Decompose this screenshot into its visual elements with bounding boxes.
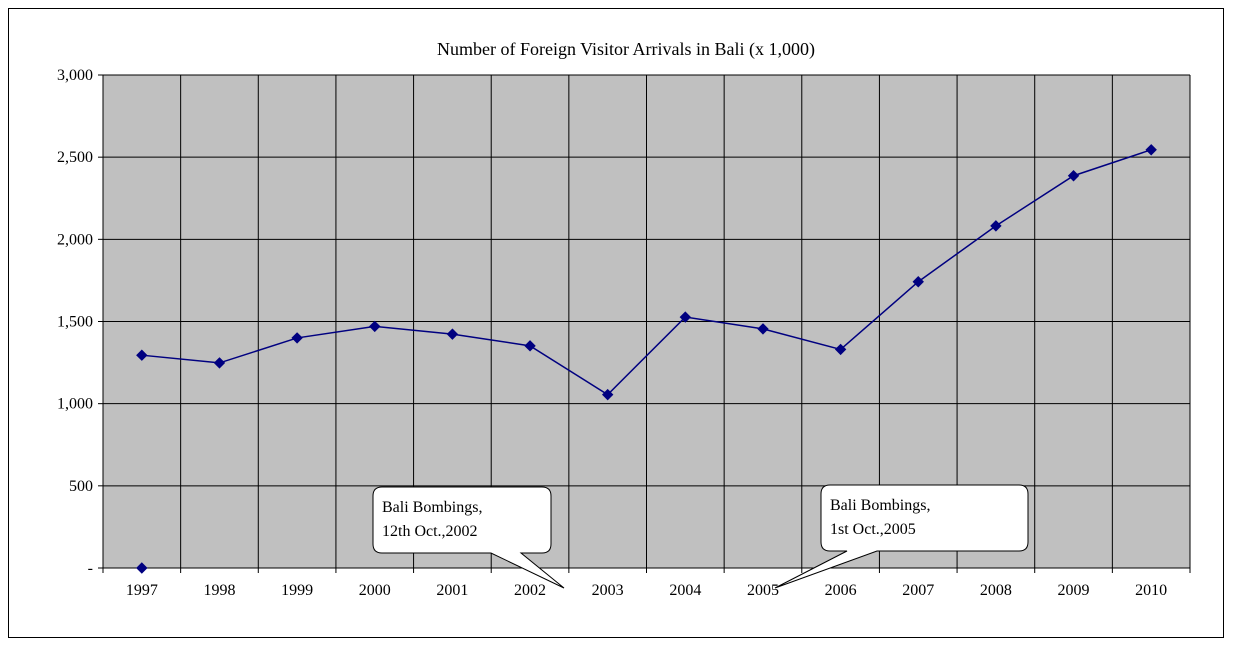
- x-tick-label: 2005: [747, 582, 779, 599]
- x-tick-label: 2004: [669, 582, 701, 599]
- callout-text: Bali Bombings,: [382, 499, 482, 516]
- x-tick-label: 2002: [514, 582, 546, 599]
- data-point: [990, 220, 1002, 232]
- data-point: [136, 349, 148, 361]
- series-line: [136, 144, 1157, 574]
- y-tick-label: -: [88, 560, 93, 577]
- annotations: Bali Bombings, 12th Oct.,2002 Bali Bombing…: [372, 484, 1029, 589]
- data-point: [757, 323, 769, 335]
- line-chart: Number of Foreign Visitor Arrivals in Ba…: [57, 39, 1191, 599]
- data-point: [524, 340, 536, 352]
- data-point: [834, 343, 847, 356]
- chart-title: Number of Foreign Visitor Arrivals in Ba…: [437, 39, 815, 60]
- data-point: [369, 320, 381, 333]
- y-tick-label: 1,000: [57, 396, 93, 413]
- data-point-extra: [136, 562, 148, 574]
- data-point: [1067, 170, 1080, 182]
- data-point: [601, 388, 614, 401]
- x-axis-ticks: 1997 1998 1999 2000 2001 2002 2003 2004 2005 2006…: [102, 568, 1191, 599]
- y-axis-ticks: - 500 1,000 1,500 2,000 2,500 3,000: [57, 67, 103, 577]
- x-tick-label: 2006: [825, 582, 857, 599]
- data-point: [679, 311, 692, 323]
- chart-frame: Number of Foreign Visitor Arrivals in Ba…: [8, 8, 1224, 638]
- data-point: [213, 357, 226, 369]
- x-tick-label: 2009: [1058, 582, 1090, 599]
- x-tick-label: 2000: [359, 582, 391, 599]
- y-tick-label: 2,500: [57, 149, 93, 166]
- data-point: [912, 276, 924, 288]
- x-tick-label: 2007: [902, 582, 934, 599]
- callout-bubble: [372, 486, 565, 589]
- y-tick-label: 1,500: [57, 314, 93, 331]
- callout-bubble: [774, 484, 1029, 589]
- series-path: [141, 149, 1152, 396]
- y-tick-label: 2,000: [57, 231, 93, 248]
- callout-text: 12th Oct.,2002: [382, 523, 478, 540]
- data-point: [291, 332, 303, 344]
- callout-text: 1st Oct.,2005: [830, 521, 916, 538]
- x-tick-label: 2001: [436, 582, 468, 599]
- x-tick-label: 1997: [126, 582, 158, 599]
- data-point: [446, 328, 459, 340]
- grid-lines: [103, 74, 1191, 568]
- x-tick-label: 2003: [592, 582, 624, 599]
- x-tick-label: 2010: [1135, 582, 1167, 599]
- y-tick-label: 500: [69, 478, 93, 495]
- x-tick-label: 1999: [281, 582, 313, 599]
- callout-text: Bali Bombings,: [830, 497, 930, 514]
- x-tick-label: 2008: [980, 582, 1012, 599]
- y-tick-label: 3,000: [57, 67, 93, 84]
- data-point: [1145, 144, 1157, 156]
- x-tick-label: 1998: [203, 582, 235, 599]
